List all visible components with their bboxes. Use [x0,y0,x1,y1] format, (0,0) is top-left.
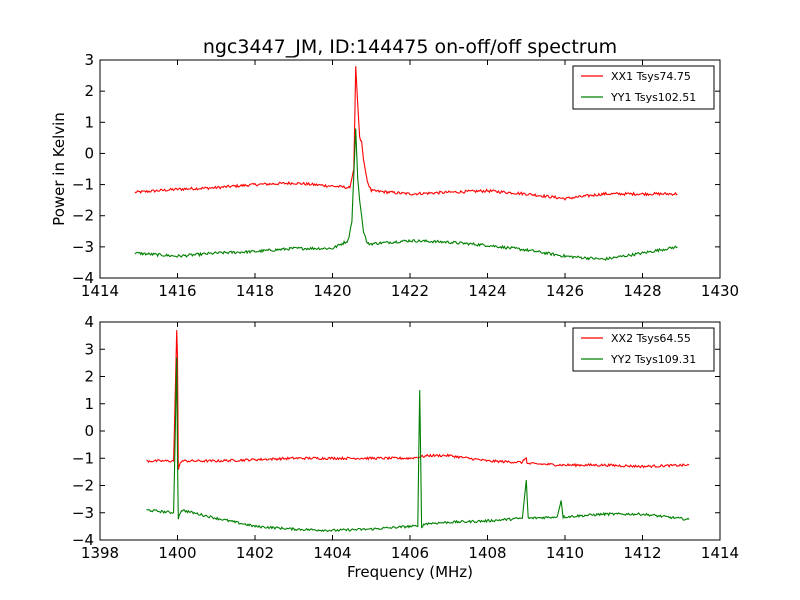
x-tick-label: 1412 [623,544,661,562]
y-tick-label: 0 [84,144,94,162]
y-tick-label: 4 [84,313,94,331]
y-tick-label: 1 [84,395,94,413]
y-tick-label: 2 [84,82,94,100]
y-tick-label: −4 [72,531,94,549]
chart-title: ngc3447_JM, ID:144475 on-off/off spectru… [203,36,617,58]
y-tick-label: 2 [84,368,94,386]
y-tick-label: −3 [72,504,94,522]
series-line-xx1 [134,66,678,201]
x-tick-label: 1408 [468,544,506,562]
bottom-spectrum-panel: Frequency (MHz) 1398 1400 1402 1404 1406 1408… [72,313,739,581]
x-axis-label: Frequency (MHz) [347,563,473,581]
x-tick-label: 1400 [158,544,196,562]
x-tick-label: 1418 [236,282,274,300]
legend-label-yy2: YY2 Tsys109.31 [610,353,696,366]
y-tick-label: 1 [84,113,94,131]
legend-label-yy1: YY1 Tsys102.51 [610,91,696,104]
bottom-legend: XX2 Tsys64.55 YY2 Tsys109.31 [572,327,715,372]
legend-box [572,327,715,372]
y-tick-label: −1 [72,449,94,467]
x-tick-label: 1424 [468,282,506,300]
top-spectrum-panel: ngc3447_JM, ID:144475 on-off/off spectru… [50,36,739,300]
x-tick-label: 1398 [81,544,119,562]
series-line-yy1 [134,128,678,262]
top-legend: XX1 Tsys74.75 YY1 Tsys102.51 [572,65,715,110]
y-tick-label: 0 [84,422,94,440]
x-tick-label: 1430 [701,282,739,300]
x-tick-label: 1414 [701,544,739,562]
legend-box [572,65,715,110]
legend-label-xx1: XX1 Tsys74.75 [611,70,691,83]
x-tick-label: 1422 [391,282,429,300]
y-tick-label: −1 [72,176,94,194]
bottom-plot-frame [99,321,721,541]
x-tick-label: 1414 [81,282,119,300]
x-tick-label: 1420 [313,282,351,300]
x-tick-label: 1416 [158,282,196,300]
y-axis-label: Power in Kelvin [50,112,68,226]
series-line-yy2 [146,357,690,533]
x-tick-label: 1402 [236,544,274,562]
y-tick-label: −3 [72,238,94,256]
x-tick-label: 1406 [391,544,429,562]
y-tick-label: −4 [72,269,94,287]
y-tick-label: 3 [84,51,94,69]
x-tick-label: 1426 [546,282,584,300]
x-tick-label: 1404 [313,544,351,562]
x-tick-label: 1428 [623,282,661,300]
y-tick-label: −2 [72,477,94,495]
y-tick-label: 3 [84,340,94,358]
x-tick-label: 1410 [546,544,584,562]
series-line-xx2 [146,330,690,470]
top-plot-frame [99,59,721,279]
y-tick-label: −2 [72,207,94,225]
legend-label-xx2: XX2 Tsys64.55 [611,332,691,345]
